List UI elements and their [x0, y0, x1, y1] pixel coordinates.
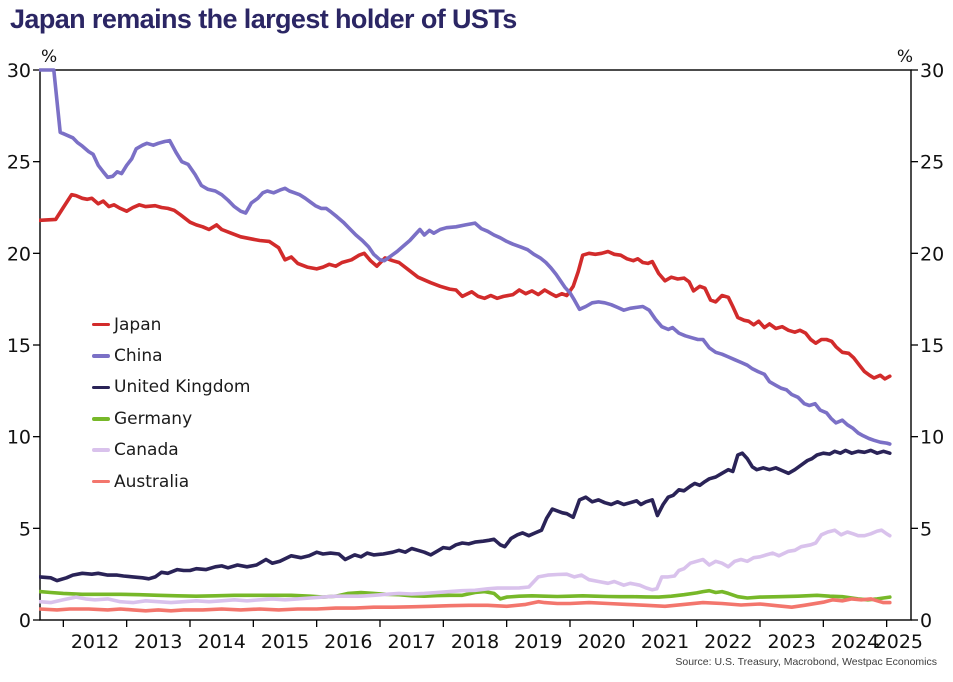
y-tick-label-left: 20: [7, 243, 31, 265]
legend-item-china: China: [92, 340, 250, 371]
x-tick-label: 2022: [704, 631, 752, 653]
y-tick-label-left: 25: [7, 152, 31, 174]
chart-title: Japan remains the largest holder of USTs: [10, 4, 517, 34]
y-tick-label-right: 0: [920, 610, 932, 632]
x-tick-label: 2019: [514, 631, 562, 653]
x-tick-label: 2012: [71, 631, 119, 653]
series-line-japan: [39, 192, 892, 381]
x-tick-label: 2025: [875, 631, 923, 653]
y-tick-label-right: 20: [920, 243, 944, 265]
series-line-canada: [39, 528, 892, 605]
series-line-australia: [39, 597, 892, 613]
y-tick-label-left: 30: [7, 60, 31, 82]
source-note: Source: U.S. Treasury, Macrobond, Westpa…: [675, 656, 937, 668]
legend-swatch-canada: [92, 448, 110, 453]
legend: Japan China United Kingdom Germany Canada Aus…: [92, 309, 250, 497]
y-tick-label-left: 0: [19, 610, 31, 632]
legend-item-australia: Australia: [92, 466, 250, 497]
y-axis-unit-left: %: [41, 47, 57, 67]
y-tick-label-right: 30: [920, 60, 944, 82]
x-tick-label: 2014: [197, 631, 245, 653]
x-tick-label: 2024: [831, 631, 879, 653]
x-tick-label: 2017: [387, 631, 435, 653]
legend-swatch-japan: [92, 322, 110, 327]
legend-swatch-united-kingdom: [92, 385, 110, 390]
x-tick-label: 2018: [451, 631, 499, 653]
x-tick-label: 2013: [134, 631, 182, 653]
legend-swatch-china: [92, 354, 110, 358]
legend-item-japan: Japan: [92, 309, 250, 340]
x-tick-label: 2020: [577, 631, 625, 653]
series-line-germany: [39, 588, 892, 602]
x-tick-label: 2021: [641, 631, 689, 653]
legend-item-germany: Germany: [92, 403, 250, 434]
y-tick-label-left: 15: [7, 335, 31, 357]
legend-label-canada: Canada: [114, 440, 179, 461]
x-tick-label: 2023: [767, 631, 815, 653]
legend-label-germany: Germany: [114, 408, 193, 429]
series-line-united-kingdom: [39, 448, 892, 583]
legend-label-japan: Japan: [114, 314, 162, 335]
x-tick-label: 2015: [261, 631, 309, 653]
legend-label-united-kingdom: United Kingdom: [114, 377, 251, 398]
y-tick-label-right: 15: [920, 335, 944, 357]
legend-swatch-australia: [92, 479, 110, 484]
y-tick-label-right: 10: [920, 427, 944, 449]
y-axis-unit-right: %: [897, 47, 913, 67]
y-tick-label-left: 10: [7, 427, 31, 449]
legend-swatch-germany: [92, 417, 110, 421]
series-line-china: [39, 68, 892, 446]
y-tick-label-left: 5: [19, 518, 31, 540]
y-tick-label-right: 25: [920, 152, 944, 174]
legend-item-canada: Canada: [92, 435, 250, 466]
legend-label-china: China: [114, 346, 163, 367]
y-tick-label-right: 5: [920, 518, 932, 540]
legend-item-united-kingdom: United Kingdom: [92, 372, 250, 403]
x-tick-label: 2016: [324, 631, 372, 653]
legend-label-australia: Australia: [114, 471, 190, 492]
